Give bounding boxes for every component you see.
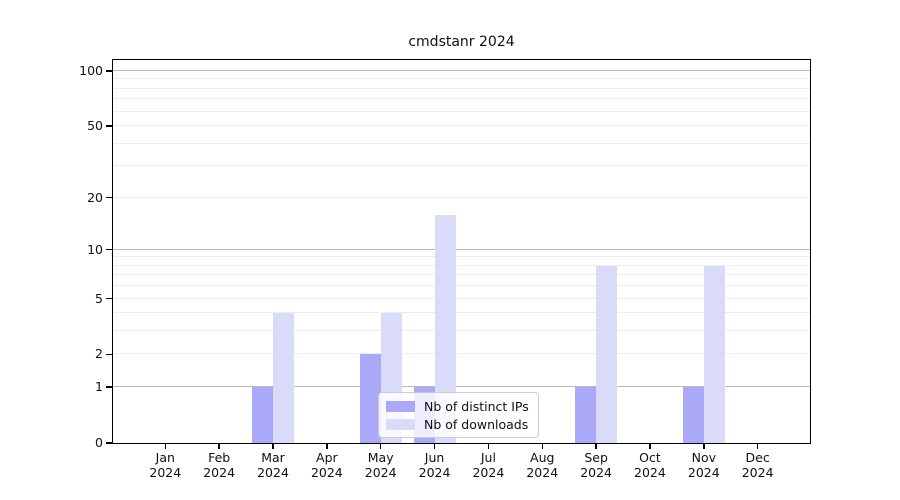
minor-gridline — [113, 110, 810, 112]
x-tick-label-mar: Mar 2024 — [257, 450, 289, 480]
y-tick-mark — [106, 442, 112, 444]
x-tick-label-sep: Sep 2024 — [580, 450, 612, 480]
x-tick-mark — [703, 443, 705, 449]
x-tick-label-may: May 2024 — [364, 450, 397, 480]
minor-gridline — [113, 87, 810, 89]
minor-gridline — [113, 98, 810, 100]
bar-downloads — [703, 265, 725, 443]
x-tick-mark — [756, 443, 759, 449]
x-tick-label-jun: Jun 2024 — [418, 450, 451, 480]
y-tick-mark — [106, 386, 112, 388]
bar-downloads — [273, 313, 294, 443]
minor-gridline — [113, 330, 810, 332]
minor-gridline — [113, 125, 810, 127]
minor-gridline — [113, 256, 810, 258]
x-tick-label-nov: Nov 2024 — [687, 450, 720, 480]
x-tick-mark — [326, 443, 328, 449]
x-tick-mark — [433, 443, 436, 449]
major-gridline — [113, 70, 810, 71]
minor-gridline — [113, 353, 810, 355]
y-tick-label: 5 — [95, 290, 103, 306]
legend: Nb of distinct IPs Nb of downloads — [378, 392, 539, 438]
bar-distinct-ips — [682, 387, 704, 443]
x-tick-mark — [487, 443, 490, 449]
y-tick-mark — [106, 125, 112, 127]
major-gridline — [113, 386, 810, 388]
legend-entry-distinct-ips: Nb of distinct IPs — [386, 397, 529, 415]
y-tick-label: 50 — [87, 118, 103, 134]
minor-gridline — [113, 297, 810, 299]
x-tick-label-jan: Jan 2024 — [149, 450, 182, 480]
minor-gridline — [113, 78, 810, 80]
bar-distinct-ips — [252, 387, 273, 443]
plot-area — [113, 60, 810, 443]
x-tick-label-jul: Jul 2024 — [472, 450, 505, 480]
x-tick-mark — [595, 443, 597, 449]
y-tick-label: 1 — [95, 379, 103, 395]
x-tick-label-apr: Apr 2024 — [310, 450, 343, 480]
minor-gridline — [113, 142, 810, 144]
bar-downloads — [434, 214, 456, 443]
legend-swatch-distinct-ips — [386, 400, 415, 412]
chart-title: cmdstanr 2024 — [408, 34, 515, 50]
y-tick-mark — [106, 70, 112, 72]
y-tick-label: 10 — [87, 241, 103, 257]
bar-distinct-ips — [575, 387, 597, 443]
major-gridline — [113, 248, 810, 250]
x-tick-mark — [164, 443, 167, 449]
x-tick-mark — [541, 443, 543, 449]
minor-gridline — [113, 274, 810, 276]
minor-gridline — [113, 312, 810, 314]
x-tick-mark — [649, 443, 651, 449]
y-tick-mark — [106, 248, 112, 251]
legend-entry-downloads: Nb of downloads — [386, 415, 529, 433]
x-tick-mark — [272, 443, 274, 449]
y-tick-label: 100 — [79, 63, 103, 78]
bar-downloads — [596, 265, 618, 443]
minor-gridline — [113, 196, 810, 198]
minor-gridline — [113, 264, 810, 266]
y-tick-mark — [106, 196, 112, 199]
x-tick-mark — [218, 443, 220, 449]
legend-label-downloads: Nb of downloads — [424, 416, 529, 432]
x-tick-mark — [379, 443, 382, 449]
minor-gridline — [113, 285, 810, 287]
x-tick-label-dec: Dec 2024 — [741, 450, 774, 480]
bar-distinct-ips — [359, 354, 381, 443]
legend-label-distinct-ips: Nb of distinct IPs — [424, 398, 529, 414]
y-tick-mark — [106, 353, 112, 356]
legend-swatch-downloads — [386, 418, 415, 430]
x-tick-label-aug: Aug 2024 — [526, 450, 559, 480]
x-tick-label-oct: Oct 2024 — [634, 450, 666, 480]
minor-gridline — [113, 165, 810, 167]
y-tick-label: 20 — [87, 189, 103, 205]
x-tick-label-feb: Feb 2024 — [203, 450, 236, 480]
y-tick-mark — [106, 297, 112, 300]
y-tick-label: 0 — [95, 435, 103, 450]
y-tick-label: 2 — [95, 346, 103, 362]
